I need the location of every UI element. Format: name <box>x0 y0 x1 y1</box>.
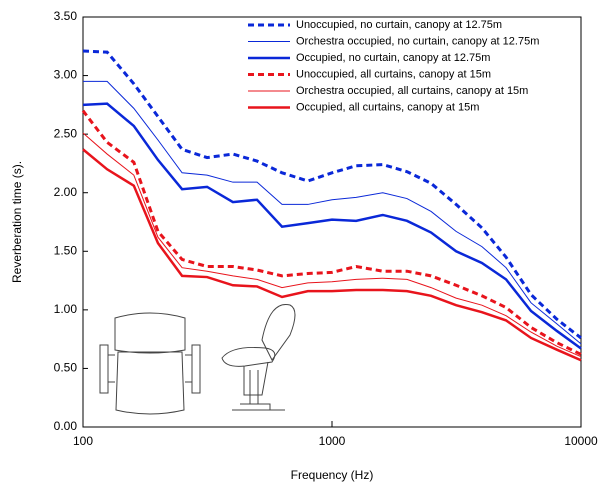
legend-label: Orchestra occupied, all curtains, canopy… <box>296 85 528 97</box>
chair-side-post <box>249 370 259 405</box>
x-axis-label: Frequency (Hz) <box>291 468 374 482</box>
chair-icons <box>99 303 296 415</box>
series-line <box>82 132 582 358</box>
y-tick-label: 1.00 <box>54 302 78 316</box>
x-tick-label: 10000 <box>564 434 598 448</box>
legend-label: Orchestra occupied, no curtain, canopy a… <box>296 35 539 47</box>
legend-label: Unoccupied, no curtain, canopy at 12.75m <box>296 19 502 31</box>
x-tick-label: 100 <box>73 434 93 448</box>
y-tick-label: 0.00 <box>54 419 78 433</box>
chair-side-seat <box>221 347 276 367</box>
chair-side-stand <box>243 361 269 396</box>
y-tick-label: 0.50 <box>54 361 78 375</box>
chair-side-back <box>261 303 296 361</box>
series-line <box>81 109 582 356</box>
chair-top-back <box>114 312 186 354</box>
chair-top-joins <box>108 354 192 383</box>
y-tick-label: 2.50 <box>54 126 78 140</box>
chair-top-arm <box>99 344 109 394</box>
chair-top-arm <box>191 344 201 394</box>
series-line <box>83 80 582 345</box>
series-line <box>82 49 582 340</box>
y-axis-label: Reverberation time (s). <box>10 161 24 283</box>
y-tick-label: 3.50 <box>54 9 78 23</box>
legend-label: Occupied, all curtains, canopy at 15m <box>296 101 479 113</box>
chair-side-foot <box>232 403 285 411</box>
series-line <box>82 102 582 350</box>
x-tick-label: 1000 <box>319 434 346 448</box>
legend-label: Unoccupied, all curtains, canopy at 15m <box>296 68 491 80</box>
y-tick-label: 2.00 <box>54 185 78 199</box>
y-tick-label: 1.50 <box>54 243 78 257</box>
legend-label: Occupied, no curtain, canopy at 12.75m <box>296 52 490 64</box>
chair-top-seat <box>115 351 185 415</box>
y-tick-label: 3.00 <box>54 68 78 82</box>
series-line <box>82 148 582 362</box>
